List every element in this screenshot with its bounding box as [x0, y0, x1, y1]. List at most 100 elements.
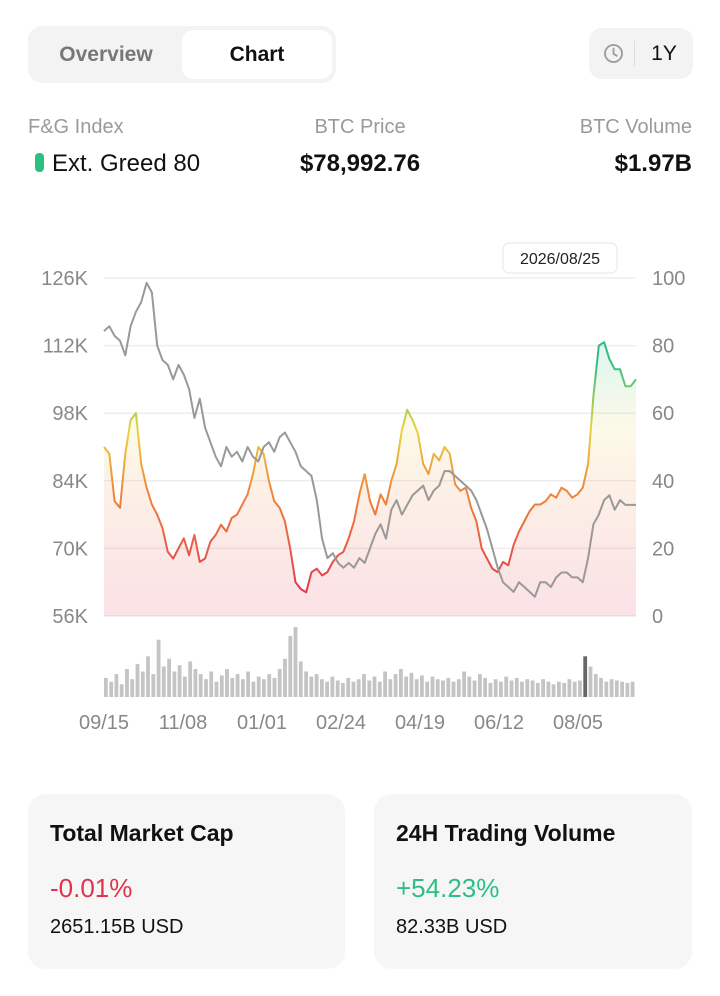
volume-bar — [198, 674, 203, 697]
volume-bar — [314, 674, 319, 697]
volume-bar — [235, 674, 240, 697]
trading-volume-card: 24H Trading Volume +54.23% 82.33B USD — [374, 794, 692, 969]
view-tabs: Overview Chart — [28, 26, 336, 83]
volume-bar — [614, 680, 619, 697]
x-tick: 08/05 — [553, 712, 603, 734]
x-tick: 11/08 — [159, 712, 208, 734]
volume-bar — [541, 679, 545, 697]
volume-bar — [351, 681, 356, 697]
price-fg-chart[interactable]: 126K 100 112K 80 98K 60 84K 40 70K 20 56K 0 09/15 11/… — [0, 235, 720, 745]
volume-bar — [177, 665, 182, 697]
volume-bar — [256, 676, 261, 697]
y-right-tick: 0 — [652, 606, 663, 628]
volume-bar — [320, 679, 324, 697]
volume-bar — [277, 669, 282, 697]
volume-bar — [209, 671, 214, 697]
y-left-tick: 126K — [41, 268, 88, 290]
volume-bar — [572, 681, 577, 697]
volume-bar — [161, 666, 166, 697]
volume-bar — [362, 674, 366, 697]
volume-bar — [404, 676, 408, 697]
volume-bar — [483, 677, 487, 697]
volume-bar — [578, 680, 582, 697]
y-left-tick: 70K — [52, 538, 88, 560]
tooltip-box — [502, 242, 618, 274]
volume-bar — [472, 680, 477, 697]
market-cap-title: Total Market Cap — [50, 820, 234, 846]
x-tick: 01/01 — [237, 712, 287, 734]
tab-overview[interactable]: Overview — [59, 43, 153, 66]
volume-bar — [630, 681, 635, 697]
volume-bar — [267, 674, 272, 697]
market-cap-card: Total Market Cap -0.01% 2651.15B USD — [28, 794, 345, 969]
volume-bar — [183, 676, 187, 697]
tab-chart[interactable]: Chart — [182, 30, 332, 79]
volume-bar — [562, 683, 567, 697]
y-left-tick: 98K — [52, 403, 88, 425]
volume-bar — [441, 680, 445, 697]
volume-bar — [341, 683, 345, 697]
volume-bar — [583, 656, 588, 697]
volume-bar — [130, 679, 135, 697]
volume-bar — [219, 675, 224, 697]
volume-bar — [156, 639, 161, 697]
volume-bar — [520, 681, 524, 697]
volume-bar — [146, 656, 150, 697]
volume-bar — [225, 669, 229, 697]
volume-bar — [588, 666, 593, 697]
volume-bar — [193, 669, 198, 697]
volume-bar — [372, 676, 377, 697]
volume-bar — [251, 681, 256, 697]
volume-bar — [462, 671, 466, 697]
volume-bar — [557, 681, 561, 697]
volume-bar — [399, 669, 403, 697]
btc-price-value: $78,992.76 — [299, 150, 421, 177]
btc-volume-label: BTC Volume — [579, 116, 692, 138]
volume-bar — [288, 635, 293, 697]
volume-bar — [514, 677, 519, 697]
volume-bar — [283, 658, 287, 697]
volume-bar — [493, 679, 498, 697]
volume-bar — [246, 671, 250, 697]
y-right-tick: 60 — [652, 403, 674, 425]
x-tick: 02/24 — [316, 712, 366, 734]
volume-bar — [620, 681, 624, 697]
volume-bar — [356, 679, 361, 697]
volume-bar — [188, 661, 193, 697]
volume-bar — [435, 679, 440, 697]
btc-volume-value: $1.97B — [614, 150, 692, 177]
tooltip-date: 2026/08/25 — [520, 251, 600, 268]
volume-bar — [309, 676, 314, 697]
volume-bar — [551, 684, 556, 697]
x-tick: 04/19 — [395, 712, 445, 734]
y-right-tick: 80 — [652, 336, 674, 358]
fg-index-value: Ext. Greed 80 — [35, 150, 200, 178]
trading-volume-title: 24H Trading Volume — [396, 820, 616, 846]
volume-bar — [467, 676, 472, 697]
volume-bar — [430, 676, 435, 697]
volume-bar — [119, 684, 124, 697]
period-selector[interactable]: 1Y — [589, 28, 693, 79]
volume-bar — [346, 677, 351, 697]
volume-bar — [304, 671, 308, 697]
volume-bar — [140, 671, 145, 697]
fg-index-line — [103, 341, 637, 594]
volume-bar — [478, 674, 482, 697]
volume-bar — [420, 675, 424, 697]
volume-bar — [388, 679, 393, 697]
volume-bar — [488, 683, 493, 697]
volume-bar — [335, 680, 340, 697]
volume-bar — [456, 679, 461, 697]
volume-bar — [383, 671, 387, 697]
volume-bar — [214, 681, 219, 697]
volume-bar — [204, 679, 208, 697]
volume-bar — [546, 681, 551, 697]
volume-bar — [330, 676, 335, 697]
volume-bar — [414, 679, 419, 697]
y-right-tick: 40 — [652, 471, 674, 493]
volume-bar — [599, 677, 603, 697]
y-right-tick: 100 — [652, 268, 685, 290]
fg-status-dot — [35, 153, 44, 172]
fg-index-label: F&G Index — [28, 116, 124, 138]
volume-bar — [409, 672, 414, 697]
